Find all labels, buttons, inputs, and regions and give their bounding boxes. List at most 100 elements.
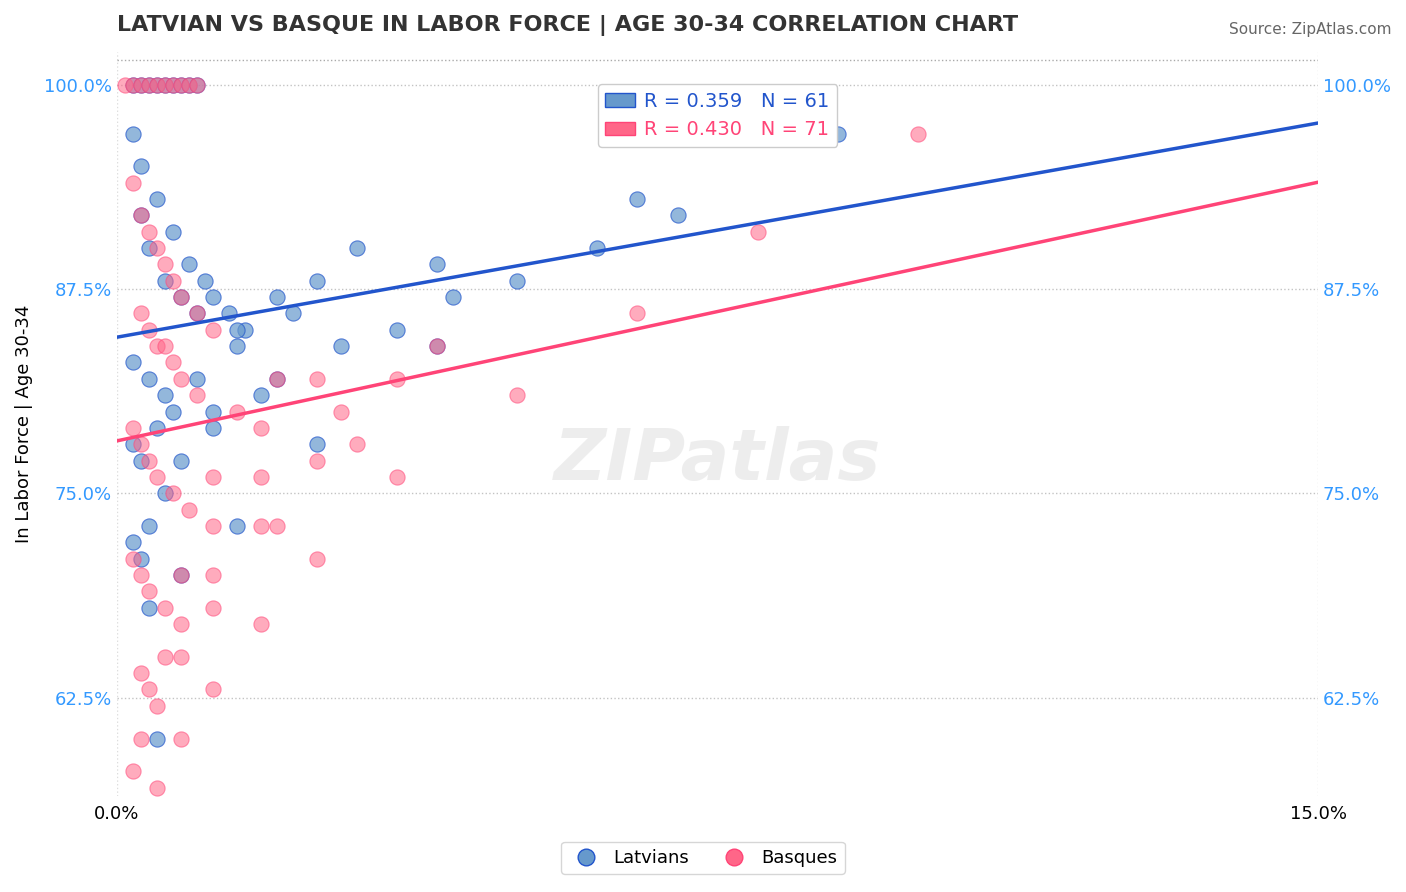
Point [177, 78, 200, 92]
Point [202, 421, 225, 435]
Point [122, 535, 145, 549]
Point [153, 486, 176, 500]
Point [202, 682, 225, 697]
Point [226, 519, 249, 533]
Point [146, 192, 169, 206]
Point [202, 323, 225, 337]
Point [162, 78, 184, 92]
Point [129, 731, 152, 746]
Point [226, 323, 249, 337]
Point [186, 372, 208, 386]
Text: LATVIAN VS BASQUE IN LABOR FORCE | AGE 30-34 CORRELATION CHART: LATVIAN VS BASQUE IN LABOR FORCE | AGE 3… [117, 15, 1018, 36]
Point [129, 453, 152, 467]
Point [129, 208, 152, 222]
Point [506, 388, 529, 402]
Legend: R = 0.359   N = 61, R = 0.430   N = 71: R = 0.359 N = 61, R = 0.430 N = 71 [598, 84, 838, 147]
Point [387, 470, 409, 484]
Point [266, 372, 288, 386]
Point [186, 78, 208, 92]
Point [170, 617, 193, 632]
Point [146, 780, 169, 795]
Point [907, 127, 929, 141]
Point [426, 339, 449, 353]
Point [346, 437, 368, 451]
Text: Source: ZipAtlas.com: Source: ZipAtlas.com [1229, 22, 1392, 37]
Point [138, 584, 160, 599]
Point [426, 339, 449, 353]
Point [250, 519, 273, 533]
Point [129, 551, 152, 566]
Point [626, 192, 648, 206]
Point [233, 323, 256, 337]
Point [170, 453, 193, 467]
Point [307, 274, 329, 288]
Point [138, 78, 160, 92]
Point [122, 355, 145, 369]
Point [170, 731, 193, 746]
Point [138, 453, 160, 467]
Point [146, 78, 169, 92]
Point [281, 306, 304, 320]
Point [170, 568, 193, 582]
Y-axis label: In Labor Force | Age 30-34: In Labor Force | Age 30-34 [15, 304, 32, 543]
Point [153, 78, 176, 92]
Point [506, 274, 529, 288]
Point [146, 241, 169, 255]
Point [266, 519, 288, 533]
Point [138, 323, 160, 337]
Point [346, 241, 368, 255]
Point [387, 323, 409, 337]
Point [170, 568, 193, 582]
Point [387, 372, 409, 386]
Point [177, 257, 200, 271]
Point [146, 339, 169, 353]
Point [177, 78, 200, 92]
Point [170, 649, 193, 664]
Point [129, 159, 152, 173]
Point [122, 176, 145, 190]
Point [162, 486, 184, 500]
Point [129, 78, 152, 92]
Point [226, 339, 249, 353]
Point [146, 78, 169, 92]
Point [202, 600, 225, 615]
Point [250, 470, 273, 484]
Point [122, 437, 145, 451]
Point [307, 372, 329, 386]
Point [186, 388, 208, 402]
Point [747, 225, 769, 239]
Point [153, 257, 176, 271]
Point [177, 502, 200, 516]
Point [218, 306, 240, 320]
Point [827, 127, 849, 141]
Point [170, 78, 193, 92]
Point [153, 649, 176, 664]
Point [162, 355, 184, 369]
Point [162, 78, 184, 92]
Point [138, 241, 160, 255]
Point [138, 372, 160, 386]
Point [122, 78, 145, 92]
Point [129, 306, 152, 320]
Point [138, 600, 160, 615]
Point [153, 600, 176, 615]
Point [250, 421, 273, 435]
Point [202, 519, 225, 533]
Point [170, 372, 193, 386]
Point [138, 78, 160, 92]
Point [162, 274, 184, 288]
Point [129, 666, 152, 681]
Point [586, 241, 609, 255]
Point [122, 551, 145, 566]
Point [186, 306, 208, 320]
Point [153, 388, 176, 402]
Point [146, 698, 169, 713]
Point [186, 78, 208, 92]
Point [153, 78, 176, 92]
Point [122, 78, 145, 92]
Point [162, 404, 184, 418]
Point [250, 617, 273, 632]
Point [330, 404, 353, 418]
Point [226, 404, 249, 418]
Point [202, 404, 225, 418]
